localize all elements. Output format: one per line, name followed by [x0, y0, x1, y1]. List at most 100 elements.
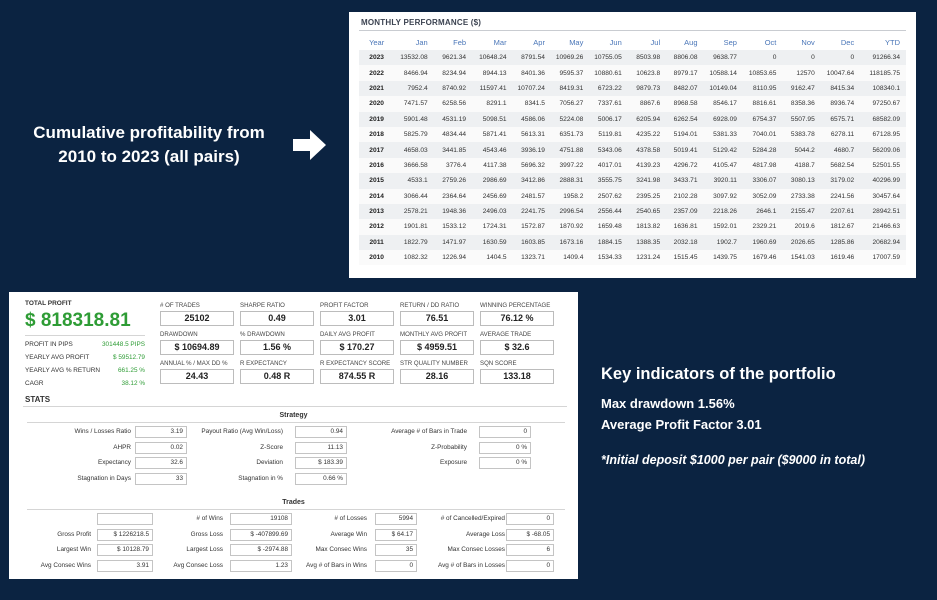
- trades-value: 35: [375, 544, 417, 556]
- value-cell: 1870.92: [550, 219, 590, 235]
- value-cell: 9162.47: [782, 80, 821, 97]
- metric-card: ANNUAL % / MAX DD % 24.43: [160, 360, 234, 384]
- trades-value: $ -68.05: [506, 528, 554, 541]
- year-cell: 2023: [359, 50, 395, 66]
- value-cell: 4188.7: [782, 157, 821, 174]
- caption-line-1: Cumulative profitability from: [33, 123, 265, 142]
- value-cell: 1388.35: [627, 234, 667, 251]
- value-cell: 2646.1: [742, 203, 783, 220]
- strategy-value: 0.94: [295, 426, 347, 438]
- value-cell: 1533.12: [433, 219, 473, 235]
- value-cell: 91266.34: [860, 50, 906, 66]
- strategy-value: 33: [135, 472, 187, 485]
- value-cell: 3441.85: [433, 142, 473, 158]
- value-cell: 7040.01: [742, 126, 783, 143]
- total-profit-summary: TOTAL PROFIT $ 818318.81 PROFIT IN PIPS 3…: [25, 300, 145, 390]
- metric-label: R EXPECTANCY SCORE: [320, 360, 391, 367]
- year-cell: 2018: [359, 126, 395, 143]
- metric-value: 24.43: [160, 369, 234, 384]
- year-cell: 2022: [359, 65, 395, 81]
- total-profit-divider: [25, 335, 145, 336]
- value-cell: 8867.6: [627, 96, 667, 112]
- value-cell: 5119.81: [589, 126, 628, 143]
- column-header-mar: Mar: [493, 37, 507, 47]
- value-cell: 1603.85: [512, 234, 551, 251]
- value-cell: 3997.22: [550, 157, 590, 174]
- table-row: 2010 1082.32 1226.94 1404.5 1323.71 1409.4 153…: [359, 250, 906, 266]
- value-cell: 4543.46: [472, 142, 513, 158]
- metric-label: DAILY AVG PROFIT: [320, 331, 375, 338]
- value-cell: 10880.61: [589, 65, 628, 81]
- value-cell: 4017.01: [589, 157, 628, 174]
- value-cell: 5129.42: [703, 142, 743, 158]
- trades-label: Avg # of Bars in Wins: [306, 561, 367, 569]
- value-cell: 8944.13: [472, 65, 513, 81]
- value-cell: 5383.78: [782, 126, 821, 143]
- value-cell: 4235.22: [627, 126, 667, 143]
- value-cell: 2207.61: [820, 203, 861, 220]
- metric-value: 3.01: [320, 311, 394, 326]
- value-cell: 1636.81: [666, 219, 704, 235]
- value-cell: 1572.87: [512, 219, 551, 235]
- summary-value: 301448.5 PIPS: [102, 341, 145, 348]
- value-cell: 4139.23: [627, 157, 667, 174]
- value-cell: 6205.94: [627, 111, 667, 127]
- value-cell: 1902.7: [703, 234, 743, 251]
- initial-deposit-note: *Initial deposit $1000 per pair ($9000 i…: [601, 453, 865, 467]
- value-cell: 10755.05: [589, 50, 628, 66]
- trades-label: Gross Loss: [190, 530, 223, 538]
- metric-value: $ 32.6: [480, 340, 554, 355]
- summary-value: $ 59512.79: [113, 354, 145, 361]
- year-cell: 2016: [359, 157, 395, 174]
- trades-label: Max Consec Losses: [447, 546, 505, 553]
- strategy-divider: [27, 422, 565, 423]
- value-cell: 21466.63: [860, 219, 906, 235]
- metric-card: DRAWDOWN $ 10694.89: [160, 331, 234, 355]
- strategy-label: Payout Ratio (Avg Win/Loss): [201, 428, 283, 435]
- strategy-value: 0: [479, 426, 531, 438]
- metric-label: STR QUALITY NUMBER: [400, 360, 468, 367]
- value-cell: 67128.95: [860, 126, 906, 143]
- value-cell: 20682.94: [860, 234, 906, 251]
- value-cell: 5507.95: [782, 111, 821, 127]
- value-cell: 1534.33: [589, 250, 628, 266]
- value-cell: 2507.62: [589, 188, 628, 204]
- trades-label: Average Loss: [466, 530, 505, 538]
- trades-divider: [27, 509, 565, 510]
- value-cell: 118185.75: [860, 65, 906, 81]
- value-cell: 1231.24: [627, 250, 667, 266]
- value-cell: 5006.17: [589, 111, 628, 127]
- value-cell: 3666.58: [394, 157, 434, 174]
- value-cell: 2496.03: [472, 203, 513, 220]
- table-row: 2019 5901.48 4531.19 5098.51 4586.06 5224.08 5…: [359, 111, 906, 127]
- year-cell: 2017: [359, 142, 395, 158]
- value-cell: 2986.69: [472, 173, 513, 189]
- year-cell: 2014: [359, 188, 395, 204]
- summary-label: YEARLY AVG PROFIT: [25, 354, 90, 361]
- year-cell: 2020: [359, 96, 395, 112]
- value-cell: 7056.27: [550, 96, 590, 112]
- column-header-oct: Oct: [764, 37, 777, 47]
- value-cell: 1901.81: [394, 219, 434, 235]
- value-cell: 56209.06: [860, 142, 906, 158]
- metric-label: ANNUAL % / MAX DD %: [160, 360, 228, 367]
- stats-heading: STATS: [25, 395, 51, 404]
- value-cell: 10969.26: [550, 50, 590, 66]
- value-cell: 4105.47: [703, 157, 743, 174]
- trades-value: $ -407899.69: [230, 528, 292, 541]
- year-cell: 2021: [359, 80, 395, 97]
- value-cell: 5343.06: [589, 142, 628, 158]
- column-header-apr: Apr: [533, 37, 545, 47]
- trades-value: 1.23: [230, 559, 292, 572]
- value-cell: 5613.31: [512, 126, 551, 143]
- value-cell: 8341.5: [512, 96, 551, 112]
- strategy-value: 0.66 %: [295, 472, 347, 485]
- value-cell: 1409.4: [550, 250, 590, 266]
- value-cell: 4834.44: [433, 126, 473, 143]
- summary-row: YEARLY AVG % RETURN 661.25 %: [25, 364, 145, 377]
- value-cell: 6278.11: [820, 126, 861, 143]
- total-profit-value: $ 818318.81: [25, 310, 131, 331]
- column-header-aug: Aug: [684, 37, 698, 47]
- trades-value: 0: [506, 559, 554, 572]
- value-cell: 8482.07: [666, 80, 704, 97]
